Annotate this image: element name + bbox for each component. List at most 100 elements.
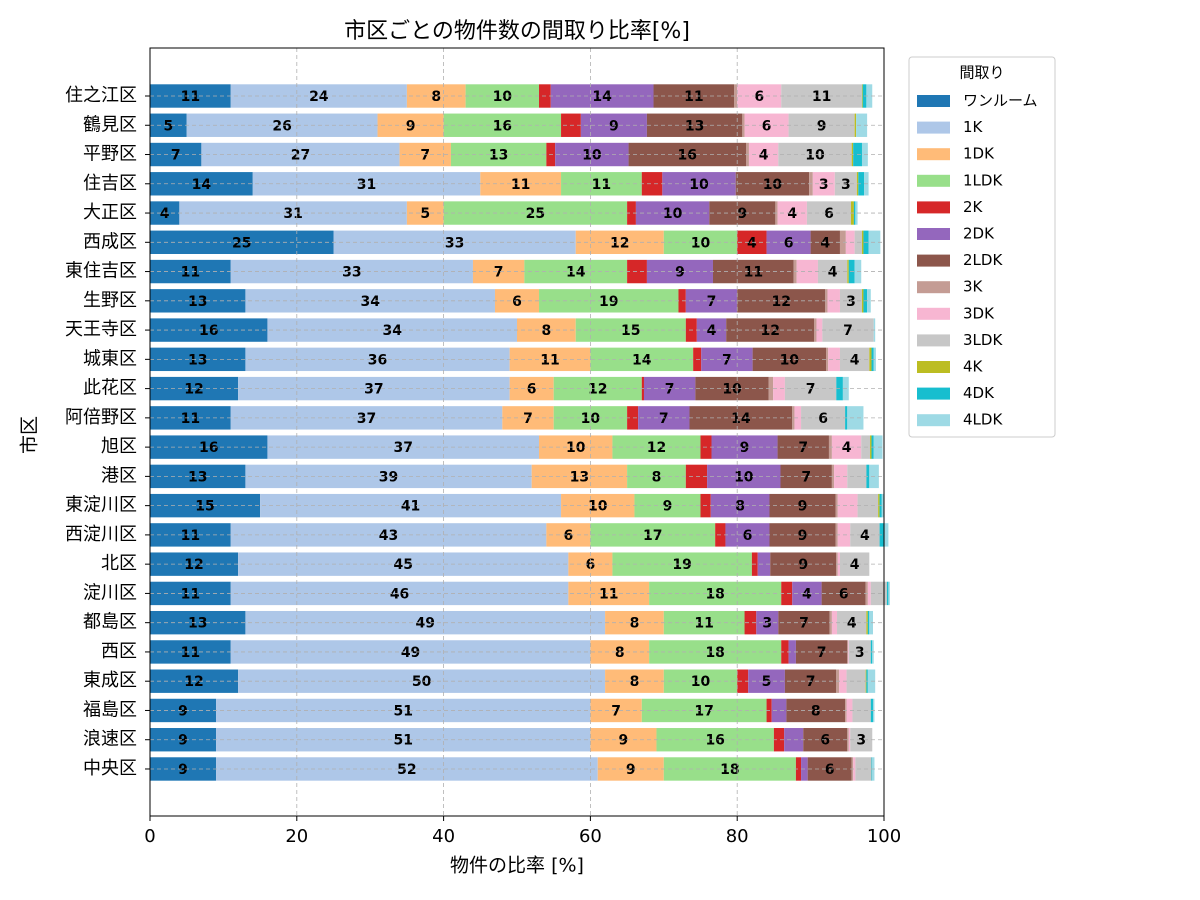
bar-segment [781,640,789,664]
value-label: 13 [685,118,704,134]
value-label: 9 [626,762,636,778]
value-label: 11 [511,177,530,193]
y-tick-label: 東成区 [83,670,137,691]
bar-segment [847,259,849,284]
legend-swatch [917,254,950,267]
bar-segment [795,757,802,781]
value-label: 34 [360,294,380,310]
bar-segment [796,259,818,284]
bar-segment [656,728,774,752]
bar-segment [150,581,231,606]
bar-segment [649,581,782,606]
bar-segment [546,523,591,547]
y-tick-label: 淀川区 [83,582,137,603]
bar-segment [858,172,865,196]
bar-segment [230,406,503,430]
value-label: 6 [586,557,596,573]
value-label: 4 [787,206,797,222]
legend-swatch [917,174,950,187]
bar-segment [828,347,840,372]
value-label: 18 [705,586,724,602]
bar-segment [792,406,795,430]
x-tick-label: 80 [726,826,749,847]
value-label: 11 [181,89,200,105]
value-label: 4 [707,323,717,339]
bar-segment [150,142,202,167]
legend-swatch [917,228,950,240]
value-label: 6 [743,528,753,544]
bar-segment [795,640,848,664]
bar-segment [867,610,870,635]
value-label: 6 [824,206,834,222]
value-label: 9 [663,499,673,515]
value-label: 31 [283,206,302,222]
value-label: 4 [850,557,860,573]
value-label: 4 [847,616,857,632]
value-label: 18 [720,762,739,778]
value-label: 11 [181,645,200,661]
value-label: 7 [806,674,816,690]
bar-segment [837,493,858,518]
value-label: 9 [178,703,188,719]
value-label: 17 [694,703,713,719]
value-label: 10 [780,352,800,368]
bar-segment [806,201,851,225]
value-label: 16 [199,323,218,339]
bar-segment [852,698,871,723]
value-label: 7 [611,703,621,719]
legend-label: 1DK [963,145,995,163]
value-label: 9 [178,733,188,749]
value-label: 16 [705,733,724,749]
bar-segment [150,493,261,518]
bar-segment [663,669,738,693]
bar-segment [856,113,868,137]
value-label: 45 [393,557,412,573]
value-label: 4 [747,235,757,251]
bar-segment [646,113,743,137]
value-label: 7 [665,382,675,398]
value-label: 46 [390,586,409,602]
bar-segment [627,406,639,430]
bar-segment [627,201,636,225]
bar-segment [780,464,832,489]
bar-segment [634,493,701,518]
value-label: 11 [181,411,200,427]
bar-segment [216,757,598,781]
bar-segment [866,84,873,108]
bar-segment [711,435,778,459]
value-label: 9 [178,762,188,778]
bar-segment [826,347,829,372]
bar-segment [524,259,628,284]
value-label: 16 [199,440,218,456]
value-label: 3 [841,177,851,193]
y-tick-label: 港区 [101,465,137,486]
bar-segment [771,698,787,723]
value-label: 17 [643,528,662,544]
bar-segment [150,523,231,547]
bar-segment [853,757,856,781]
y-tick-label: 福島区 [83,699,137,720]
bar-segment [742,113,745,137]
bar-segment [855,757,872,781]
value-label: 10 [582,148,602,164]
value-label: 19 [672,557,691,573]
value-label: 5 [163,118,173,134]
value-label: 15 [195,499,214,515]
bar-segment [735,172,810,196]
value-label: 6 [762,118,772,134]
value-label: 16 [493,118,512,134]
legend-swatch [917,121,950,134]
y-tick-label: 住吉区 [83,173,137,194]
value-label: 12 [771,294,790,310]
value-label: 43 [379,528,398,544]
bar-segment [781,84,862,108]
value-label: 12 [184,674,203,690]
bar-segment [888,581,890,606]
bar-segment [827,289,840,313]
bar-segment [847,406,864,430]
value-label: 11 [599,586,618,602]
value-label: 4 [860,528,870,544]
bar-segment [737,230,767,254]
value-label: 51 [393,733,412,749]
value-label: 7 [806,382,816,398]
